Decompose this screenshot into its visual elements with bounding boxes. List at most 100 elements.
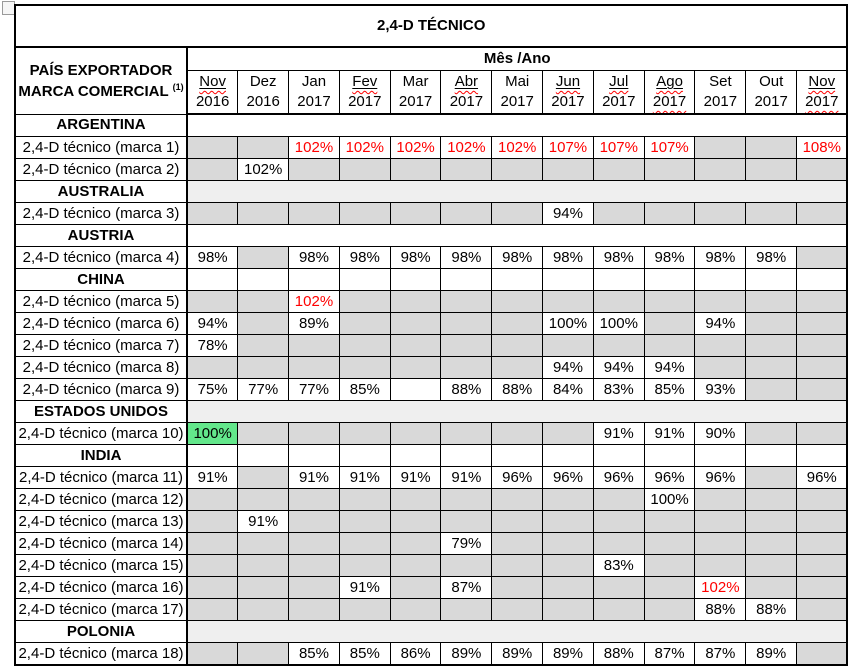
header-row-mes-ano: PAÍS EXPORTADOR MARCA COMERCIAL (1) Mês … [14,46,848,115]
empty-cell [796,202,848,225]
value-cell: 96% [643,466,696,489]
row-axis-header-line1: PAÍS EXPORTADOR [29,61,173,79]
row-axis-header: PAÍS EXPORTADOR MARCA COMERCIAL (1) [14,46,188,115]
empty-cell [491,510,544,533]
empty-cell [389,576,442,599]
month-year: 2016 [246,93,280,110]
month-name: Jan [301,73,327,90]
month-name: Nov [808,73,835,90]
empty-cell [237,202,290,225]
empty-cell [237,268,290,291]
brand-row: 2,4-D técnico (marca 10) 100% 91% 91% 90% [14,422,848,445]
month-column-header: Nov 2017 [796,70,848,115]
empty-cell [796,598,848,621]
value-cell: 100% [542,312,594,335]
empty-cell [694,356,747,379]
value-cell: 88% [592,642,645,666]
report-sheet: 2,4-D TÉCNICO PAÍS EXPORTADOR MARCA COME… [14,4,848,666]
month-year: 2016 [195,93,230,110]
empty-cell [542,444,594,467]
value-cell: 91% [440,466,493,489]
empty-cell [796,378,848,401]
empty-cell [237,642,290,666]
month-name: Ago [656,73,683,90]
empty-cell [237,136,290,159]
value-cell: 85% [643,378,696,401]
empty-cell [288,510,340,533]
empty-cell [491,202,544,225]
value-cell: 91% [288,466,340,489]
empty-cell [592,444,645,467]
empty-cell [694,444,747,467]
value-cell: 94% [643,356,696,379]
brand-label-cell: 2,4-D técnico (marca 16) [14,576,188,599]
empty-cell [592,290,645,313]
country-row: AUSTRALIA [14,180,848,203]
brand-label-cell: 2,4-D técnico (marca 7) [14,334,188,357]
empty-cell [440,422,493,445]
empty-cell [745,532,798,555]
month-year: 2017 [703,93,738,110]
empty-cell [186,268,239,291]
empty-cell [694,290,747,313]
empty-cell [440,356,493,379]
value-cell: 94% [694,312,747,335]
empty-cell [592,268,645,291]
value-cell: 100% [592,312,645,335]
empty-cell [186,598,239,621]
month-name: Jun [555,73,581,90]
empty-cell [389,268,442,291]
empty-cell [440,290,493,313]
value-cell: 84% [542,378,594,401]
month-name: Set [709,73,732,90]
brand-row: 2,4-D técnico (marca 16) 91% 87% 102% [14,576,848,599]
value-cell: 91% [186,466,239,489]
mes-ano-header: Mês /Ano [186,46,848,71]
empty-cell [542,510,594,533]
value-cell: 98% [338,246,391,269]
country-row: CHINA [14,268,848,291]
empty-cell [592,510,645,533]
brand-row: 2,4-D técnico (marca 4) 98% 98% 98% 98% 98% 98… [14,246,848,269]
empty-cell [796,532,848,555]
empty-cell [440,598,493,621]
price-comparison-table: 2,4-D TÉCNICO PAÍS EXPORTADOR MARCA COME… [14,4,848,666]
empty-cell [338,290,391,313]
month-name: Jul [609,73,629,90]
country-band [186,180,848,203]
country-row: INDIA [14,444,848,467]
empty-cell [440,158,493,181]
empty-cell [796,158,848,181]
value-cell: 96% [592,466,645,489]
value-cell: 85% [288,642,340,666]
empty-cell [542,488,594,511]
empty-cell [440,444,493,467]
empty-cell [338,334,391,357]
empty-cell [389,378,442,401]
brand-row: 2,4-D técnico (marca 8) 94% 94% 94% [14,356,848,379]
empty-cell [440,510,493,533]
empty-cell [389,488,442,511]
month-year: 2017 [348,93,382,110]
value-cell: 98% [592,246,645,269]
footnote-marker: (1) [172,81,184,92]
value-cell: 107% [592,136,645,159]
empty-cell [186,444,239,467]
brand-label-cell: 2,4-D técnico (marca 10) [14,422,188,445]
month-column-header: Jul 2017 [592,70,645,115]
brand-row: 2,4-D técnico (marca 14) 79% [14,532,848,555]
brand-label-cell: 2,4-D técnico (marca 4) [14,246,188,269]
brand-row: 2,4-D técnico (marca 9) 75% 77% 77% 85% 88% 88… [14,378,848,401]
value-cell: 77% [237,378,290,401]
empty-cell [288,422,340,445]
empty-cell [389,422,442,445]
empty-cell [796,444,848,467]
brand-row: 2,4-D técnico (marca 15) 83% [14,554,848,577]
empty-cell [694,202,747,225]
country-band [186,113,848,137]
month-name: Jul [609,73,628,90]
month-name: Mar [402,73,429,90]
empty-cell [592,598,645,621]
empty-cell [592,576,645,599]
brand-row: 2,4-D técnico (marca 5) 102% [14,290,848,313]
